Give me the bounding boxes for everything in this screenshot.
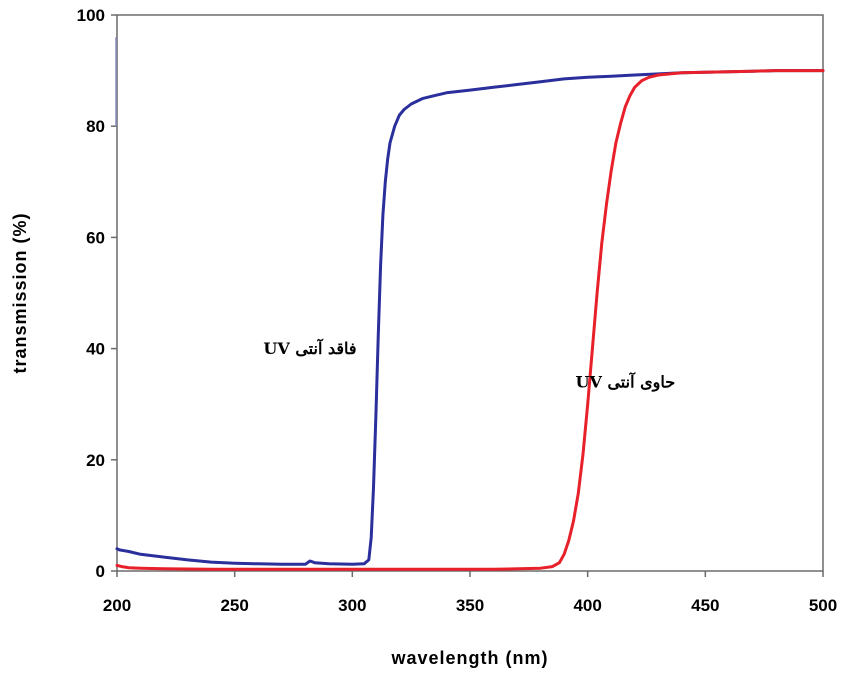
series-line-1 bbox=[115, 69, 825, 566]
x-tick-label: 400 bbox=[573, 596, 601, 615]
plot-area-border bbox=[116, 14, 824, 572]
y-axis-title: transmission (%) bbox=[10, 212, 30, 373]
y-tick-label: 40 bbox=[86, 340, 105, 359]
annotation-2: حاوی آنتی UV bbox=[576, 371, 676, 393]
x-axis: 200 250 300 350 400 450 500 bbox=[103, 571, 837, 615]
y-tick-label: 20 bbox=[86, 451, 105, 470]
y-tick-label: 60 bbox=[86, 228, 105, 247]
x-tick-label: 250 bbox=[220, 596, 248, 615]
series-layer bbox=[115, 37, 825, 571]
x-tick-label: 200 bbox=[103, 596, 131, 615]
annotations: فاقد آنتی UV حاوی آنتی UV bbox=[263, 337, 675, 392]
y-axis: 0 20 40 60 80 100 bbox=[77, 6, 117, 581]
y-tick-label: 0 bbox=[96, 562, 105, 581]
plot-frame bbox=[116, 14, 824, 572]
x-tick-label: 350 bbox=[456, 596, 484, 615]
x-axis-title: wavelength (nm) bbox=[390, 648, 548, 668]
x-tick-label: 450 bbox=[691, 596, 719, 615]
y-tick-label: 100 bbox=[77, 6, 105, 25]
x-tick-label: 500 bbox=[809, 596, 837, 615]
series-line-2 bbox=[115, 69, 825, 571]
annotation-1: فاقد آنتی UV bbox=[263, 337, 356, 358]
y-tick-label: 80 bbox=[86, 117, 105, 136]
x-tick-label: 300 bbox=[338, 596, 366, 615]
